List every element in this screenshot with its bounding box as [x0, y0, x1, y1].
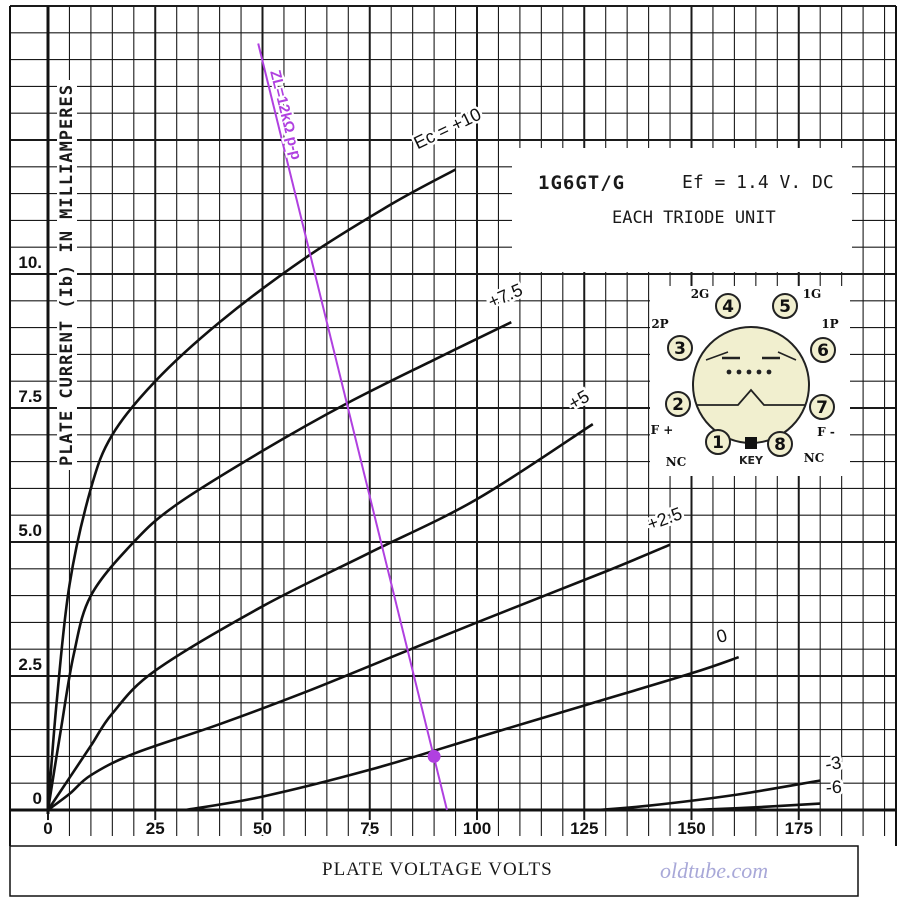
pin-6-label: 1P [821, 317, 838, 331]
plate-curve-3 [47, 543, 671, 812]
curve-label-3: +2.5 [644, 503, 684, 534]
operating-point [427, 749, 441, 763]
pin-6-circle [810, 337, 836, 363]
pin-5-circle [772, 293, 798, 319]
tube-info-box: 1G6GT/G Ef = 1.4 V. DC EACH TRIODE UNIT [512, 148, 852, 272]
watermark-text: oldtube.com [660, 858, 769, 883]
x-axis-title: PLATE VOLTAGE VOLTS [318, 859, 557, 881]
y-tick-label-0: 0 [33, 789, 42, 808]
base-pinout-diagram: 1 NC 2 F + 3 2P 4 2G 5 1G 6 1P 7 F - 8 NC KEY [650, 286, 850, 476]
x-tick-label-5: 125 [570, 819, 598, 838]
pin-8-circle [767, 431, 793, 457]
grid-dot [736, 369, 742, 375]
load-line-label: ZL=12kΩ p-p [266, 68, 304, 161]
electrode-plate-lines [705, 351, 797, 361]
y-tick-label-2: 5.0 [18, 521, 42, 540]
curve-label-0: Eᴄ = +10 [411, 104, 485, 153]
key-label: KEY [739, 454, 764, 467]
pin-4-circle [715, 293, 741, 319]
x-tick-label-3: 75 [360, 819, 379, 838]
plate-curves [46, 168, 821, 812]
pin-3-number: 3 [674, 339, 686, 359]
grid-dot [756, 369, 762, 375]
x-tick-label-0: 0 [43, 819, 52, 838]
plate-curve-0 [46, 168, 457, 811]
load-line [257, 43, 448, 811]
y-tick-label-3: 7.5 [18, 387, 42, 406]
pin-3-label: 2P [651, 317, 668, 331]
pin-2-number: 2 [672, 395, 684, 415]
pin-1-circle [705, 429, 731, 455]
pin-4-number: 4 [722, 297, 734, 317]
plate-curve-4 [185, 655, 740, 812]
curve-label-6: -6 [825, 777, 842, 798]
curve-label-2: +5 [565, 386, 593, 414]
plate-curve-2 [46, 423, 594, 811]
grid-dot [766, 369, 772, 375]
x-tick-label-1: 25 [146, 819, 165, 838]
y-tick-label-4: 10. [18, 253, 42, 272]
heater-voltage-label: Ef = 1.4 V. DC [682, 172, 834, 193]
plate-curve-6 [691, 802, 821, 812]
grid-dot [746, 369, 752, 375]
x-tick-label-7: 175 [785, 819, 813, 838]
pin-6-number: 6 [817, 341, 829, 361]
pin-7-number: 7 [816, 398, 828, 418]
tube-type-label: 1G6GT/G [538, 172, 626, 194]
pin-2-label: F + [651, 423, 674, 437]
curve-label-5: -3 [824, 752, 843, 774]
pin-7-label: F - [817, 425, 835, 439]
x-tick-label-6: 150 [677, 819, 705, 838]
load-line-group: ZL=12kΩ p-p [257, 43, 448, 811]
pin-3-circle [667, 335, 693, 361]
pin-7-circle [809, 394, 835, 420]
bottom-frame [9, 845, 859, 897]
x-tick-label-4: 100 [463, 819, 491, 838]
y-tick-label-1: 2.5 [18, 655, 42, 674]
x-tick-label-2: 50 [253, 819, 272, 838]
tube-envelope [692, 326, 810, 444]
curve-label-4: 0 [714, 625, 729, 647]
filament-line [696, 388, 806, 406]
grid-dot [726, 369, 732, 375]
pin-1-number: 1 [712, 433, 724, 453]
pin-8-label: NC [804, 451, 825, 465]
key-notch [745, 437, 757, 449]
unit-note-label: EACH TRIODE UNIT [612, 208, 776, 228]
pin-5-number: 5 [779, 297, 791, 317]
pin-8-number: 8 [774, 435, 786, 455]
plate-curve-1 [46, 321, 512, 811]
pin-4-label: 2G [691, 287, 710, 301]
plate-curve-5 [596, 779, 821, 812]
pin-2-circle [665, 391, 691, 417]
pin-1-label: NC [666, 455, 687, 469]
pin-5-label: 1G [803, 287, 822, 301]
